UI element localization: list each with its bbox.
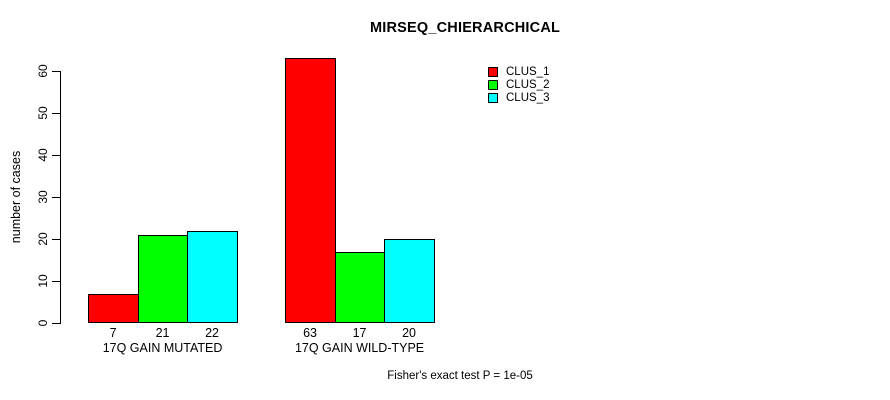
y-axis-tick-label: 50 [36,106,50,120]
y-axis-tick [52,323,60,324]
y-axis-tick [52,281,60,282]
chart-title: MIRSEQ_CHIERARCHICAL [369,20,561,36]
bar-clus_2 [137,234,189,323]
legend-label: CLUS_3 [506,92,550,104]
legend-label: CLUS_2 [506,79,550,91]
y-axis-tick [52,239,60,240]
bar-value-label: 20 [402,326,416,340]
y-axis-tick [52,197,60,198]
y-axis-tick-label: 0 [36,319,50,327]
bar-value-label: 17 [352,326,367,340]
bar-value-label: 7 [109,326,117,340]
x-group-label: 17Q GAIN WILD-TYPE [294,341,425,355]
bar-clus_1 [88,293,139,323]
y-axis-tick-label: 30 [36,190,50,204]
bar-clus_3 [187,230,238,323]
bar-value-label: 63 [303,326,317,340]
y-axis-tick-label: 10 [36,274,50,288]
y-axis-line [60,71,61,324]
legend-color-swatch [488,67,498,77]
y-axis-tick [52,155,60,156]
x-group-label: 17Q GAIN MUTATED [102,341,223,355]
bar-clus_2 [334,251,386,323]
legend-color-swatch [488,93,498,103]
y-axis-tick-label: 60 [36,64,50,78]
y-axis-tick-label: 20 [36,232,50,246]
annotation-text: Fisher's exact test P = 1e-05 [387,370,533,382]
bar-clus_1 [285,58,336,323]
y-axis-tick [52,113,60,114]
y-axis-tick-label: 40 [36,148,50,162]
bar-clus_3 [384,239,435,323]
legend-color-swatch [488,80,498,90]
y-axis-label: number of cases [9,150,23,244]
legend-label: CLUS_1 [506,66,550,78]
y-axis-tick [52,71,60,72]
bar-value-label: 22 [205,326,219,340]
bar-value-label: 21 [155,326,170,340]
